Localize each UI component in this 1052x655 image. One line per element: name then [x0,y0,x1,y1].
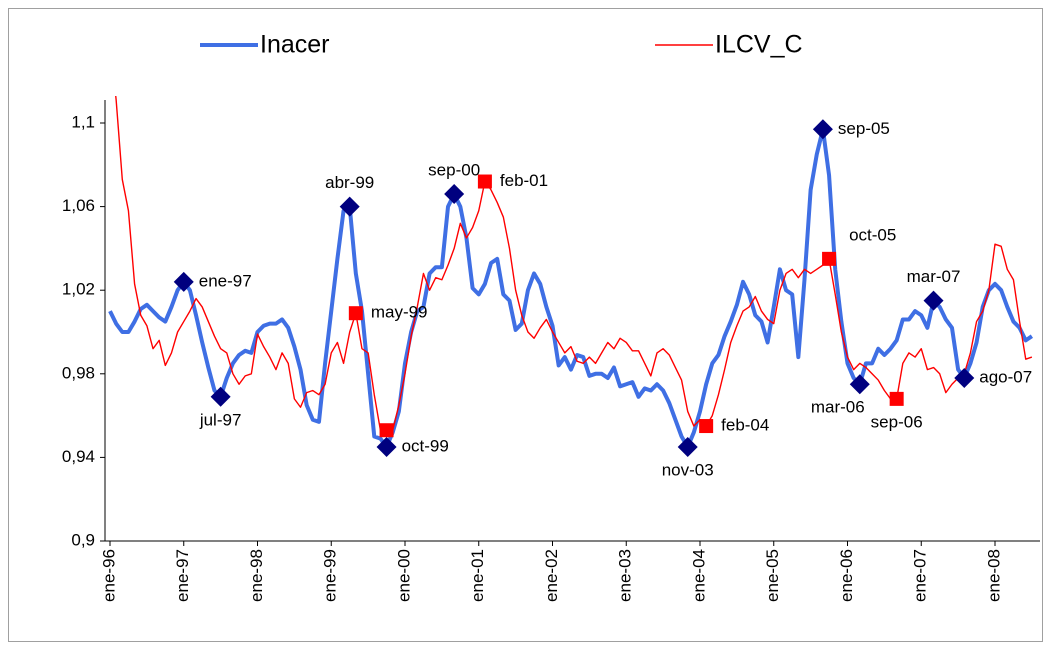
data-label: oct-99 [402,436,449,455]
x-tick-label: ene-06 [837,549,856,602]
marker [677,436,698,457]
marker [699,419,714,434]
plot [108,96,1034,449]
marker [376,436,397,457]
x-tick-label: ene-00 [394,549,413,602]
data-label: abr-99 [325,173,374,192]
data-label: feb-04 [721,416,769,435]
marker [954,367,975,388]
x-tick-label: ene-96 [99,549,118,602]
data-label: sep-06 [871,412,923,431]
data-label: sep-05 [838,119,890,138]
x-tick-label: ene-97 [173,549,192,602]
data-label: sep-00 [428,161,480,180]
data-label: ago-07 [979,367,1032,386]
y-tick-label: 0,94 [62,447,95,466]
marker [339,196,360,217]
series-line [115,96,1033,431]
marker [348,306,363,321]
x-tick-label: ene-07 [911,549,930,602]
series-line [108,127,1034,449]
data-label: feb-01 [500,171,548,190]
marker [812,119,833,140]
data-label: nov-03 [662,460,714,479]
data-label: jul-97 [199,410,242,429]
data-label: may-99 [371,303,428,322]
data-label: oct-05 [849,225,896,244]
y-tick-label: 1,02 [62,280,95,299]
data-label: mar-06 [811,398,865,417]
x-tick-label: ene-03 [616,549,635,602]
marker [822,251,837,266]
marker [379,423,394,438]
legend-label: ILCV_C [715,31,803,59]
marker [849,374,870,395]
x-tick-label: ene-98 [247,549,266,602]
marker [889,391,904,406]
data-label: ene-97 [199,271,252,290]
y-tick-label: 1,1 [71,112,95,131]
x-tick-label: ene-99 [321,549,340,602]
marker [444,184,465,205]
marker [477,174,492,189]
x-tick-label: ene-05 [763,549,782,602]
y-tick-label: 0,98 [62,363,95,382]
y-tick-label: 0,9 [71,530,95,549]
legend-label: Inacer [260,31,329,59]
y-tick-label: 1,06 [62,196,95,215]
x-tick-label: ene-08 [984,549,1003,602]
x-tick-label: ene-02 [542,549,561,602]
marker [173,271,194,292]
x-tick-label: ene-04 [689,549,708,602]
x-tick-label: ene-01 [468,549,487,602]
data-label: mar-07 [907,267,961,286]
marker [923,290,944,311]
marker [210,386,231,407]
